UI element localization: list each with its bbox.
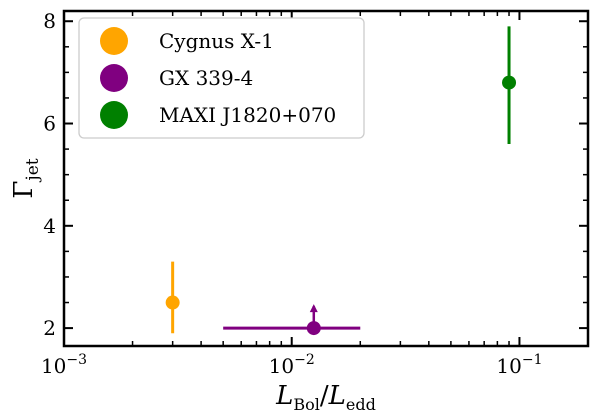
legend: Cygnus X-1 GX 339-4 MAXI J1820+070 [78,17,365,139]
y-tick-label: 8 [43,9,56,33]
data-point [306,321,321,336]
legend-marker [100,27,128,55]
legend-marker [100,101,128,129]
y-axis-title: Γjet [9,158,43,198]
y-tick-label: 2 [43,316,56,340]
legend-marker [100,64,128,92]
data-point [165,295,180,310]
lower-limit-arrow [309,304,318,313]
x-tick-label: 10−2 [269,352,315,378]
plot-frame [62,9,590,348]
legend-label: GX 339-4 [159,66,253,90]
data-point [502,75,517,90]
y-tick-label: 6 [43,112,56,136]
legend-label: MAXI J1820+070 [159,103,336,127]
legend-box [78,17,365,139]
y-tick-label: 4 [43,214,56,238]
legend-label: Cygnus X-1 [159,29,274,53]
x-tick-label: 10−1 [496,352,542,378]
labels-layer: 10−3 10−2 10−1 2 4 6 8 LBol/Ledd Γjet [9,9,542,413]
x-axis-title: LBol/Ledd [275,381,376,413]
x-tick-label: 10−3 [41,352,87,378]
data-layer [165,26,517,336]
